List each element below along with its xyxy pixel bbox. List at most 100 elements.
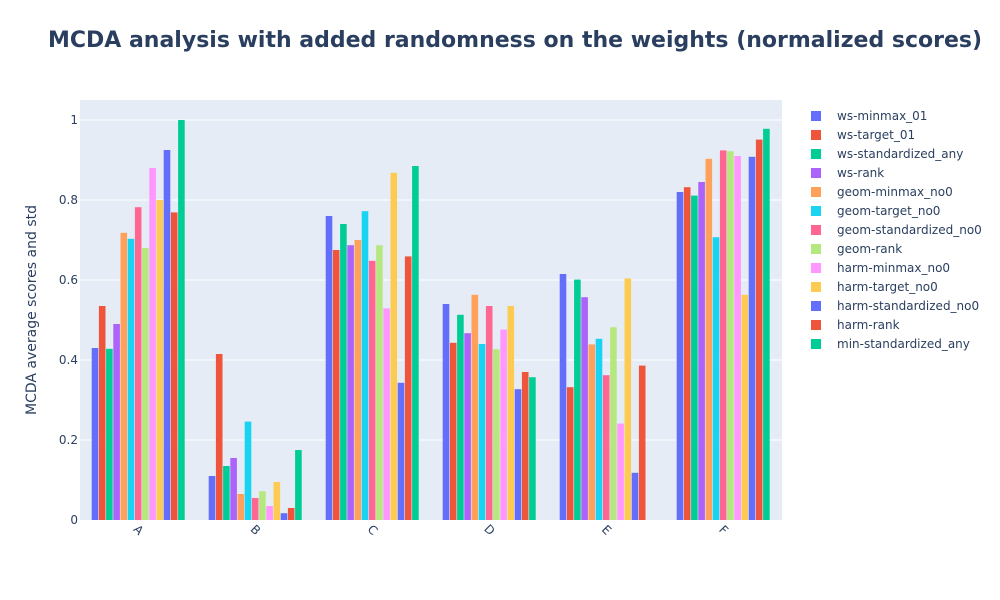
bar-geom-minmax_no0-D[interactable] [471, 294, 479, 520]
bar-harm-standardized_no0-C[interactable] [397, 382, 405, 520]
bar-harm-target_no0-A[interactable] [156, 200, 164, 520]
legend-item[interactable]: harm-minmax_no0 [808, 258, 982, 277]
legend-item[interactable]: min-standardized_any [808, 334, 982, 353]
legend-item[interactable]: ws-target_01 [808, 125, 982, 144]
plot-background [80, 100, 782, 520]
bar-harm-target_no0-C[interactable] [390, 172, 398, 521]
bar-geom-standardized_no0-E[interactable] [602, 375, 610, 520]
bar-harm-rank-D[interactable] [521, 372, 529, 520]
bar-harm-rank-F[interactable] [755, 139, 763, 520]
bar-ws-rank-A[interactable] [113, 324, 120, 520]
bar-ws-minmax_01-E[interactable] [559, 274, 567, 520]
bar-harm-standardized_no0-D[interactable] [514, 389, 522, 520]
bar-geom-minmax_no0-E[interactable] [588, 344, 596, 520]
bar-geom-rank-F[interactable] [727, 151, 734, 520]
bar-ws-minmax_01-A[interactable] [91, 348, 99, 520]
bar-geom-standardized_no0-A[interactable] [134, 207, 142, 520]
legend-item[interactable]: ws-rank [808, 163, 982, 182]
bar-geom-minmax_no0-A[interactable] [120, 232, 128, 521]
bar-geom-minmax_no0-F[interactable] [705, 158, 713, 521]
bar-geom-target_no0-F[interactable] [712, 237, 720, 520]
legend-item[interactable]: geom-minmax_no0 [808, 182, 982, 201]
bar-ws-rank-D[interactable] [464, 333, 471, 520]
bar-ws-rank-B[interactable] [230, 458, 237, 520]
bar-ws-rank-C[interactable] [347, 245, 354, 520]
bar-ws-rank-F[interactable] [698, 182, 705, 520]
y-axis-label: MCDA average scores and std [24, 205, 40, 415]
bar-harm-target_no0-F[interactable] [741, 294, 749, 520]
legend-item[interactable]: ws-standardized_any [808, 144, 982, 163]
bar-ws-target_01-E[interactable] [566, 387, 574, 520]
bar-ws-target_01-B[interactable] [215, 354, 223, 520]
bar-geom-minmax_no0-C[interactable] [354, 240, 362, 520]
bar-ws-standardized_any-D[interactable] [457, 314, 464, 520]
bar-geom-rank-D[interactable] [493, 349, 500, 520]
bar-harm-rank-E[interactable] [638, 365, 646, 520]
bar-geom-rank-E[interactable] [610, 327, 617, 520]
bar-harm-minmax_no0-B[interactable] [266, 506, 273, 520]
bar-ws-minmax_01-F[interactable] [676, 192, 684, 520]
legend-item[interactable]: geom-rank [808, 239, 982, 258]
bar-min-standardized_any-B[interactable] [295, 450, 302, 520]
bar-harm-minmax_no0-A[interactable] [149, 168, 156, 520]
bar-ws-minmax_01-B[interactable] [208, 476, 216, 520]
legend[interactable]: ws-minmax_01 ws-target_01 ws-standardized_… [808, 106, 982, 353]
bar-geom-target_no0-A[interactable] [127, 238, 135, 521]
bar-ws-minmax_01-C[interactable] [325, 216, 333, 520]
bar-geom-rank-C[interactable] [376, 245, 383, 520]
bar-geom-target_no0-C[interactable] [361, 211, 369, 520]
bar-harm-minmax_no0-F[interactable] [734, 156, 741, 520]
bar-harm-minmax_no0-D[interactable] [500, 329, 507, 520]
bar-harm-standardized_no0-B[interactable] [280, 513, 288, 520]
bar-ws-target_01-A[interactable] [98, 306, 106, 520]
bar-harm-minmax_no0-C[interactable] [383, 308, 390, 520]
bar-harm-standardized_no0-A[interactable] [163, 150, 171, 520]
bar-ws-standardized_any-F[interactable] [691, 195, 698, 520]
bar-harm-target_no0-D[interactable] [507, 306, 515, 520]
legend-swatch [811, 167, 821, 178]
legend-swatch [811, 281, 821, 292]
legend-item[interactable]: geom-standardized_no0 [808, 220, 982, 239]
legend-item[interactable]: harm-target_no0 [808, 277, 982, 296]
legend-item[interactable]: ws-minmax_01 [808, 106, 982, 125]
legend-label: harm-minmax_no0 [837, 260, 951, 275]
bar-min-standardized_any-D[interactable] [529, 377, 536, 520]
x-tick-label: F [716, 523, 731, 538]
bar-geom-standardized_no0-D[interactable] [485, 306, 493, 520]
bar-ws-minmax_01-D[interactable] [442, 304, 450, 520]
bar-geom-rank-A[interactable] [142, 248, 149, 520]
bar-geom-standardized_no0-C[interactable] [368, 260, 376, 520]
bar-harm-target_no0-B[interactable] [273, 482, 281, 520]
bar-geom-target_no0-B[interactable] [244, 421, 252, 520]
bar-harm-rank-C[interactable] [404, 256, 412, 520]
bar-ws-target_01-C[interactable] [332, 250, 340, 520]
legend-label: geom-minmax_no0 [837, 184, 953, 199]
bar-geom-target_no0-E[interactable] [595, 338, 603, 520]
bar-harm-rank-A[interactable] [170, 212, 178, 520]
bar-ws-target_01-F[interactable] [683, 187, 691, 520]
bar-min-standardized_any-A[interactable] [178, 120, 185, 520]
bar-ws-standardized_any-B[interactable] [223, 466, 230, 520]
legend-item[interactable]: harm-standardized_no0 [808, 296, 982, 315]
bar-min-standardized_any-F[interactable] [763, 128, 770, 521]
bar-geom-target_no0-D[interactable] [478, 344, 486, 520]
legend-item[interactable]: geom-target_no0 [808, 201, 982, 220]
bar-harm-standardized_no0-E[interactable] [631, 472, 639, 520]
bar-geom-minmax_no0-B[interactable] [237, 494, 245, 520]
bar-harm-rank-B[interactable] [287, 508, 295, 520]
bar-geom-standardized_no0-F[interactable] [719, 150, 727, 520]
bar-ws-standardized_any-A[interactable] [106, 348, 113, 520]
bar-min-standardized_any-C[interactable] [412, 166, 419, 520]
y-tick-label: 0.8 [59, 193, 78, 207]
bar-geom-rank-B[interactable] [259, 491, 266, 520]
bar-ws-target_01-D[interactable] [449, 342, 457, 520]
bars [91, 120, 770, 521]
bar-harm-target_no0-E[interactable] [624, 278, 632, 520]
bar-harm-minmax_no0-E[interactable] [617, 423, 624, 520]
bar-harm-standardized_no0-F[interactable] [748, 156, 756, 521]
bar-ws-standardized_any-E[interactable] [574, 279, 581, 520]
bar-ws-rank-E[interactable] [581, 297, 588, 520]
bar-geom-standardized_no0-B[interactable] [251, 498, 259, 520]
legend-item[interactable]: harm-rank [808, 315, 982, 334]
bar-ws-standardized_any-C[interactable] [340, 224, 347, 520]
